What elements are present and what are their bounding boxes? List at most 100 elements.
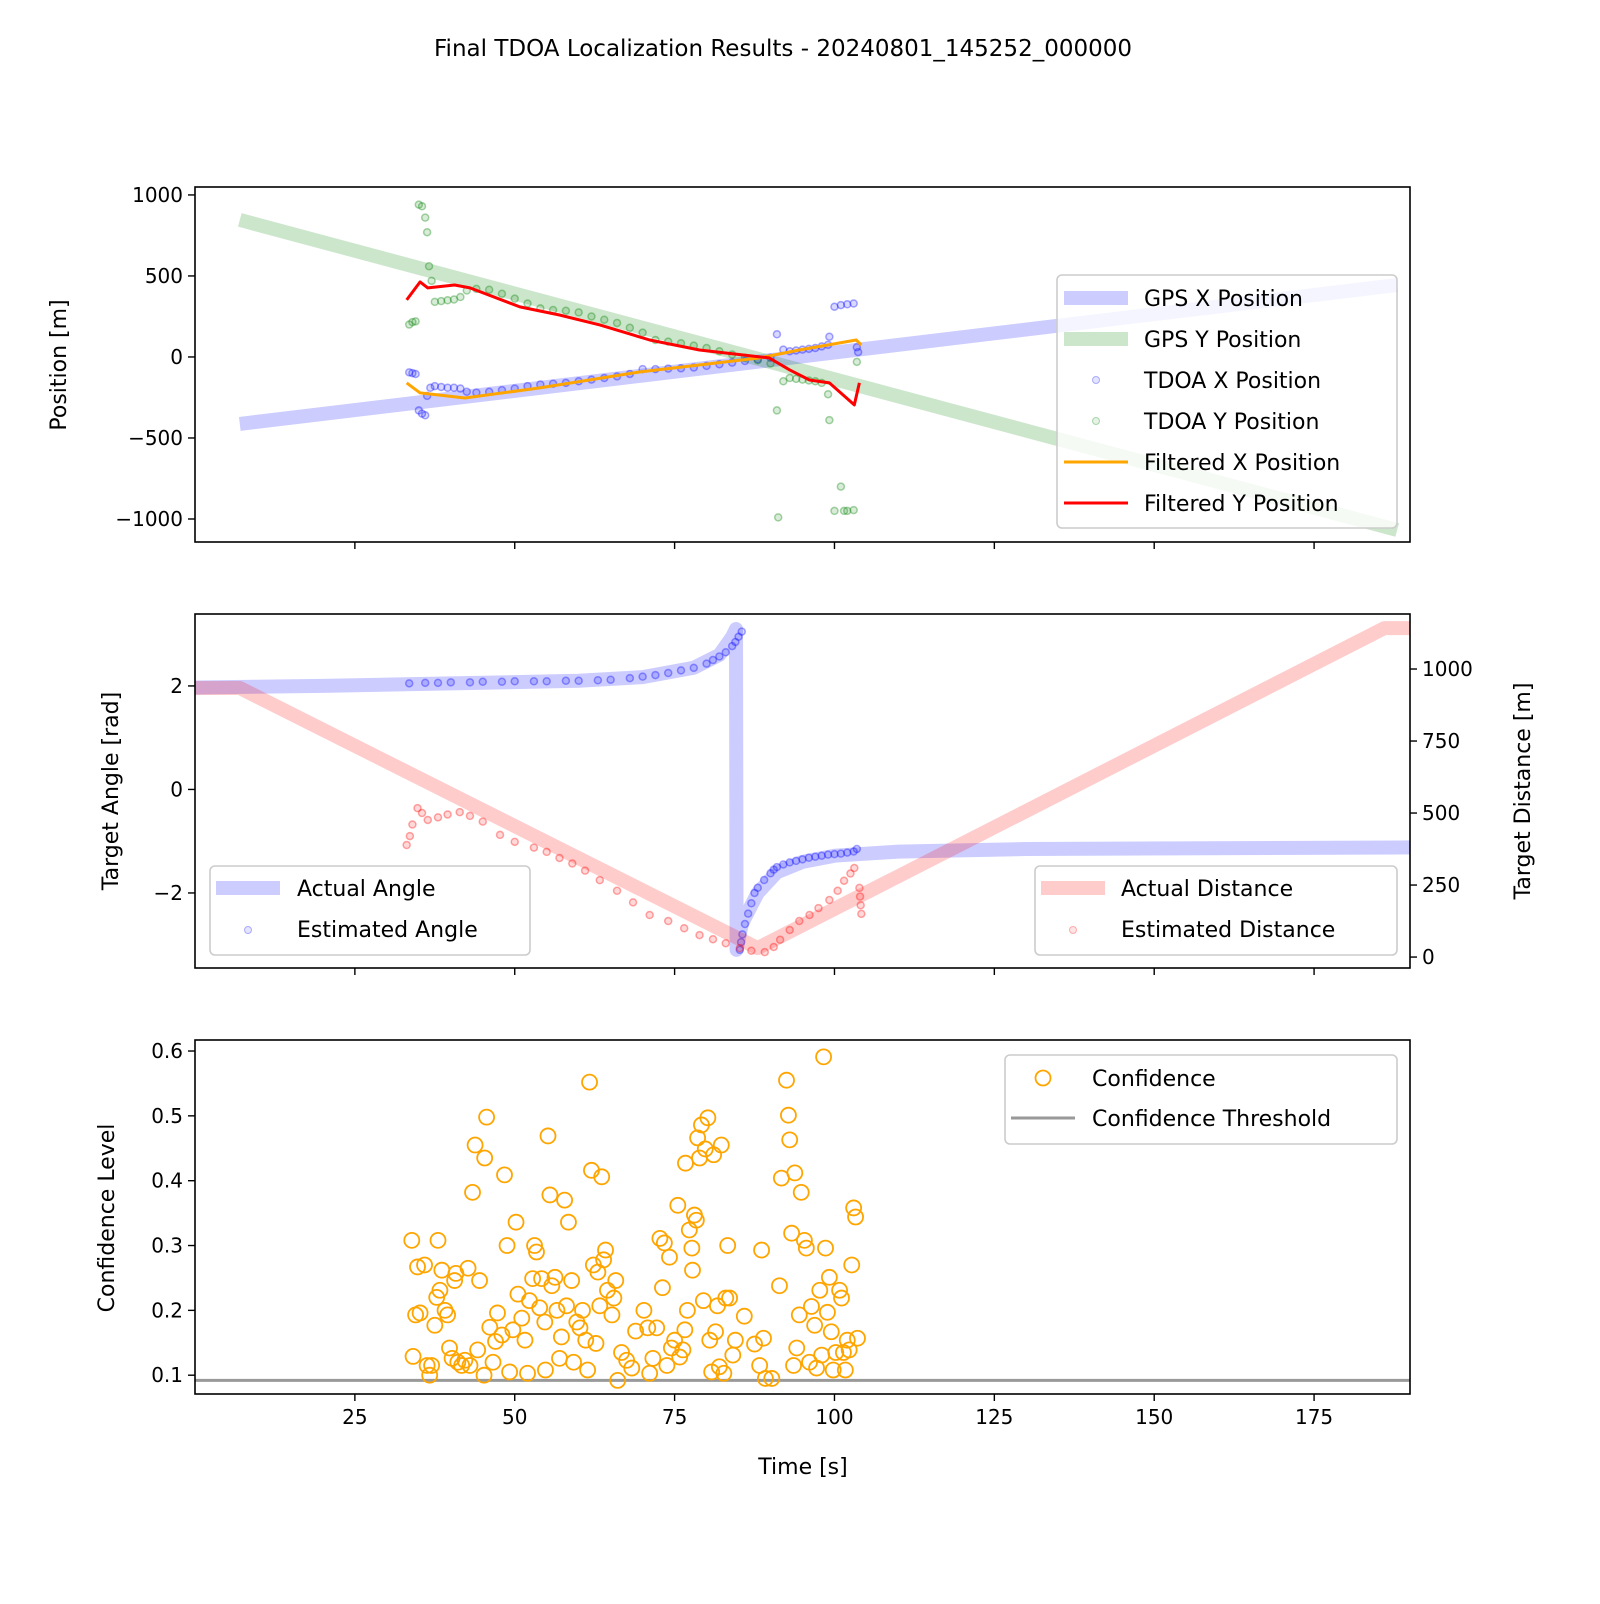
estimated-angle-point — [510, 677, 519, 686]
tdoa-y-point — [414, 200, 424, 209]
confidence-point — [404, 1347, 422, 1365]
y-tick-label-right: 750 — [1422, 729, 1460, 753]
estimated-angle-point — [446, 678, 456, 687]
estimated-distance-point — [542, 847, 551, 857]
legend-label: TDOA X Position — [1143, 369, 1321, 394]
estimated-angle-point — [740, 919, 750, 929]
confidence-point — [524, 1270, 542, 1287]
estimated-distance-point — [443, 810, 452, 819]
confidence-point — [504, 1321, 522, 1339]
estimated-distance-point — [405, 831, 415, 841]
confidence-point — [565, 1353, 582, 1371]
tdoa-y-point — [443, 296, 452, 305]
confidence-point — [786, 1164, 804, 1182]
confidence-point — [426, 1316, 444, 1334]
tdoa-y-point — [523, 299, 532, 308]
confidence-point — [609, 1371, 627, 1389]
estimated-angle-point — [737, 627, 746, 636]
tdoa-y-point — [638, 328, 647, 337]
x-tick-label: 175 — [1295, 1405, 1333, 1429]
y-tick-label: 1000 — [132, 183, 183, 207]
confidence-point — [822, 1323, 840, 1341]
confidence-point — [790, 1306, 808, 1324]
estimated-distance-point — [785, 925, 794, 935]
confidence-point — [553, 1328, 570, 1346]
confidence-point — [655, 1234, 673, 1252]
confidence-point — [456, 1351, 474, 1369]
tdoa-y-point — [510, 294, 519, 303]
legend-swatch-tdoa-y — [1092, 417, 1100, 425]
estimated-angle-point — [433, 678, 443, 688]
confidence-point — [639, 1319, 657, 1337]
estimated-angle-point — [689, 663, 699, 673]
x-tick-label: 50 — [502, 1405, 527, 1429]
confidence-panel: 25 50 75 100 125 150 175 0.1 0.2 0.3 0.4 0.5 0.6 Con… — [95, 1039, 1411, 1480]
confidence-point — [469, 1341, 487, 1359]
confidence-point — [735, 1307, 753, 1325]
confidence-point — [796, 1231, 813, 1249]
confidence-point — [820, 1268, 838, 1286]
confidence-point — [595, 1251, 613, 1269]
tdoa-x-point — [417, 409, 427, 418]
tdoa-x-point — [443, 383, 452, 393]
confidence-point — [755, 1329, 772, 1347]
y-tick-label-right: 0 — [1422, 945, 1435, 969]
tdoa-y-point — [436, 296, 446, 306]
tdoa-x-point — [411, 369, 420, 379]
confidence-point — [487, 1333, 504, 1350]
tdoa-x-point — [852, 342, 862, 352]
tdoa-x-point — [843, 300, 852, 309]
estimated-angle-point — [497, 677, 507, 687]
tdoa-y-point — [823, 389, 833, 399]
y-tick-label: 0.3 — [151, 1234, 183, 1258]
tdoa-y-point — [779, 377, 788, 386]
estimated-distance-point — [580, 866, 590, 875]
estimated-distance-point — [510, 837, 519, 847]
tdoa-x-point — [426, 383, 435, 393]
legend-label: Filtered Y Position — [1144, 492, 1339, 517]
estimated-angle-point — [736, 937, 746, 947]
estimated-distance-point — [663, 916, 673, 926]
y-tick-label: 0.6 — [151, 1039, 183, 1063]
estimated-angle-point — [766, 869, 775, 878]
estimated-distance-point — [850, 863, 859, 873]
estimated-distance-point — [413, 803, 422, 813]
confidence-point — [771, 1277, 788, 1295]
tdoa-y-point — [430, 297, 440, 307]
confidence-point — [701, 1331, 719, 1349]
legend-swatch-estimated-angle — [244, 926, 252, 934]
x-tick-label: 125 — [975, 1405, 1013, 1429]
estimated-angle-point — [817, 851, 826, 860]
tdoa-y-point — [449, 295, 459, 304]
estimated-angle-point — [772, 862, 782, 872]
distance-ylabel: Target Distance [m] — [1511, 683, 1536, 901]
x-tick-label: 100 — [815, 1405, 853, 1429]
confidence-point — [654, 1279, 671, 1297]
estimated-angle-point — [759, 875, 769, 885]
confidence-point — [687, 1211, 705, 1229]
x-tick-label: 150 — [1135, 1405, 1173, 1429]
confidence-point — [746, 1335, 763, 1353]
estimated-distance-point — [455, 807, 464, 817]
tdoa-y-point — [417, 202, 427, 211]
confidence-point — [439, 1306, 456, 1324]
confidence-point — [546, 1268, 564, 1286]
estimated-distance-point — [795, 916, 804, 926]
confidence-point — [560, 1213, 577, 1231]
confidence-point — [726, 1331, 744, 1349]
confidence-point — [537, 1361, 554, 1379]
angle-distance-plot-area — [194, 621, 1411, 957]
confidence-ticks: 25 50 75 100 125 150 175 0.1 0.2 0.3 0.4 0.5 0.6 — [151, 1039, 1333, 1429]
confidence-point — [548, 1301, 566, 1319]
confidence-point — [817, 1239, 834, 1257]
legend-label: Filtered X Position — [1144, 451, 1340, 476]
confidence-point — [476, 1149, 494, 1167]
confidence-point — [815, 1048, 833, 1066]
estimated-angle-point — [708, 655, 718, 665]
estimated-angle-point — [798, 855, 807, 864]
confidence-point — [721, 1289, 738, 1307]
confidence-point — [574, 1301, 591, 1319]
confidence-point — [581, 1073, 598, 1091]
estimated-angle-point — [769, 865, 778, 874]
estimated-angle-point — [715, 652, 724, 661]
